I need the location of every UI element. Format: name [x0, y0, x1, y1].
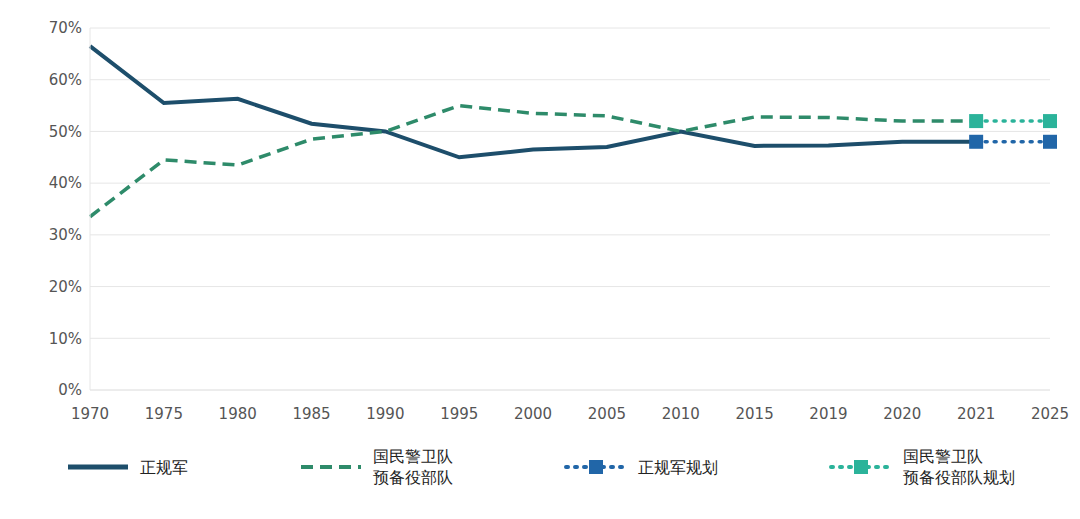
- svg-text:2010: 2010: [662, 405, 700, 423]
- svg-text:1980: 1980: [219, 405, 257, 423]
- svg-text:2015: 2015: [736, 405, 774, 423]
- svg-text:2019: 2019: [809, 405, 847, 423]
- svg-text:30%: 30%: [49, 226, 82, 244]
- svg-text:60%: 60%: [49, 71, 82, 89]
- svg-text:1995: 1995: [440, 405, 478, 423]
- html-text:国民警卫队 预备役部队: 国民警卫队 预备役部队: [372, 447, 453, 487]
- svg-text:2005: 2005: [588, 405, 626, 423]
- svg-text:10%: 10%: [49, 330, 82, 348]
- svg-text:1970: 1970: [71, 405, 109, 423]
- svg-text:20%: 20%: [49, 278, 82, 296]
- svg-text:1990: 1990: [366, 405, 404, 423]
- svg-text:2000: 2000: [514, 405, 552, 423]
- svg-text:70%: 70%: [49, 19, 82, 37]
- svg-text:2025: 2025: [1031, 405, 1069, 423]
- html-text:正规军规划: 正规军规划: [637, 457, 718, 477]
- svg-text:1985: 1985: [292, 405, 330, 423]
- svg-text:40%: 40%: [49, 174, 82, 192]
- svg-text:50%: 50%: [49, 123, 82, 141]
- svg-text:1975: 1975: [145, 405, 183, 423]
- html-text:正规军: 正规军: [139, 457, 188, 477]
- html-text:国民警卫队 预备役部队规划: 国民警卫队 预备役部队规划: [902, 447, 1015, 487]
- svg-text:2020: 2020: [883, 405, 921, 423]
- svg-text:2021: 2021: [957, 405, 995, 423]
- svg-text:0%: 0%: [58, 381, 82, 399]
